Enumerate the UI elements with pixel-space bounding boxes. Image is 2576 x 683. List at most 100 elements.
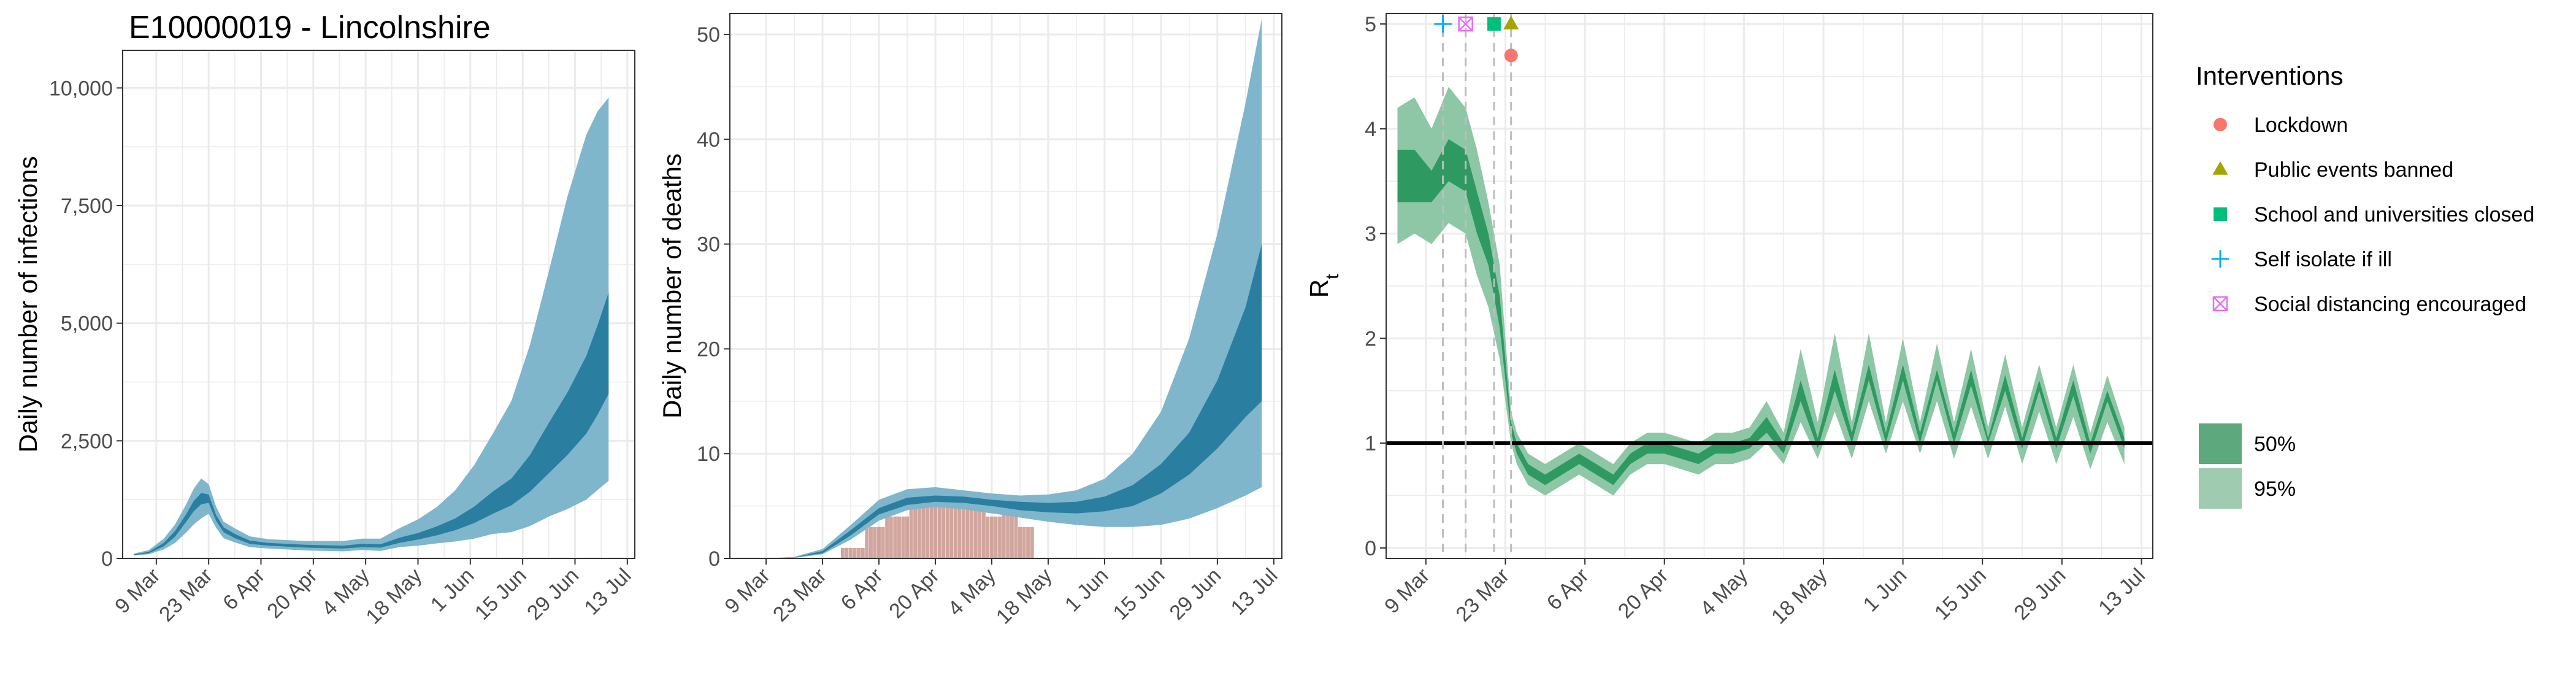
observed-deaths-bar xyxy=(965,506,970,558)
legend-label: School and universities closed xyxy=(2254,203,2534,226)
y-tick-label: 10,000 xyxy=(49,77,113,100)
legend-swatch xyxy=(2199,468,2242,509)
observed-deaths-bar xyxy=(973,495,978,558)
y-tick-label: 30 xyxy=(697,233,720,257)
legend: Interventions Lockdown Public events banne… xyxy=(2196,61,2534,509)
observed-deaths-bar xyxy=(989,516,994,558)
x-tick-label: 20 Apr xyxy=(263,564,321,623)
legend-label: 95% xyxy=(2254,477,2296,501)
legend-marker xyxy=(2212,296,2228,312)
observed-deaths-bar xyxy=(998,516,1002,558)
legend-label: Lockdown xyxy=(2254,114,2348,137)
panel-border xyxy=(1386,13,2153,559)
chart-title: E10000019 - Lincolnshire xyxy=(129,10,491,45)
observed-deaths-bar xyxy=(1010,506,1014,558)
observed-deaths-bar xyxy=(970,495,974,558)
observed-deaths-bar xyxy=(845,547,849,558)
x-tick-label: 9 Mar xyxy=(1380,564,1434,618)
x-tick-label: 9 Mar xyxy=(720,564,774,618)
legend-label: Social distancing encouraged xyxy=(2254,293,2526,316)
x-tick-label: 1 Jun xyxy=(1060,564,1113,617)
observed-deaths-bar xyxy=(881,527,885,558)
legend-marker xyxy=(2212,161,2228,175)
ci95-band xyxy=(766,18,1262,558)
intervention-marker xyxy=(1458,16,1473,32)
legend-swatch xyxy=(2199,423,2242,464)
observed-deaths-bar xyxy=(957,506,962,558)
y-tick-label: 2,500 xyxy=(61,430,113,453)
x-tick-label: 18 May xyxy=(992,564,1057,629)
legend-title: Interventions xyxy=(2196,61,2343,90)
observed-deaths-bar xyxy=(853,547,857,558)
x-tick-label: 20 Apr xyxy=(1614,564,1673,623)
observed-deaths-bar xyxy=(893,516,897,558)
observed-deaths-bar xyxy=(986,516,990,558)
observed-deaths-bar xyxy=(925,506,929,558)
observed-deaths-bar xyxy=(929,506,933,558)
observed-deaths-bar xyxy=(840,547,845,558)
y-tick-label: 20 xyxy=(697,338,720,361)
observed-deaths-bar xyxy=(865,527,869,558)
x-tick-label: 13 Jul xyxy=(1226,564,1282,620)
legend-marker xyxy=(2214,207,2227,221)
panel-border xyxy=(122,50,635,559)
observed-deaths-bar xyxy=(885,516,889,558)
y-axis-title: Rt xyxy=(1305,274,1343,298)
y-tick-label: 50 xyxy=(697,23,720,47)
observed-deaths-bar xyxy=(1026,527,1030,558)
x-tick-label: 18 May xyxy=(361,564,426,629)
x-tick-label: 29 Jun xyxy=(2009,564,2070,625)
legend-label: 50% xyxy=(2254,433,2296,456)
x-tick-label: 15 Jun xyxy=(1930,564,1991,625)
observed-deaths-bar xyxy=(953,506,957,558)
y-tick-label: 40 xyxy=(697,128,720,152)
x-tick-label: 29 Jun xyxy=(1165,564,1225,625)
observed-deaths-bar xyxy=(1002,506,1006,558)
observed-deaths-bar xyxy=(901,516,905,558)
observed-deaths-bar xyxy=(868,527,873,558)
legend-label: Public events banned xyxy=(2254,158,2453,182)
x-tick-label: 13 Jul xyxy=(580,564,635,620)
observed-deaths-bar xyxy=(941,506,946,558)
intervention-marker xyxy=(1434,15,1452,33)
observed-deaths-bar xyxy=(962,506,966,558)
observed-deaths-bar xyxy=(1014,506,1018,558)
x-tick-label: 6 Apr xyxy=(837,564,887,615)
y-tick-label: 0 xyxy=(1365,537,1376,560)
y-tick-label: 5,000 xyxy=(61,312,113,336)
x-tick-label: 29 Jun xyxy=(523,564,583,625)
intervention-marker xyxy=(1504,48,1518,63)
observed-deaths-bar xyxy=(945,506,949,558)
y-tick-label: 10 xyxy=(697,442,720,466)
y-tick-label: 0 xyxy=(101,547,113,571)
observed-deaths-bar xyxy=(909,506,913,558)
ci95-band xyxy=(134,97,609,556)
x-tick-label: 13 Jul xyxy=(2094,564,2150,620)
legend-marker xyxy=(2214,118,2227,131)
x-tick-label: 1 Jun xyxy=(1859,564,1912,617)
y-tick-label: 0 xyxy=(708,547,720,571)
x-tick-label: 15 Jun xyxy=(1109,564,1170,625)
y-tick-label: 2 xyxy=(1365,327,1376,350)
observed-deaths-bar xyxy=(933,506,938,558)
observed-deaths-bar xyxy=(1018,527,1022,558)
x-tick-label: 23 Mar xyxy=(1451,564,1514,627)
x-tick-label: 23 Mar xyxy=(155,564,217,627)
observed-deaths-bar xyxy=(1006,506,1010,558)
observed-deaths-bar xyxy=(994,516,998,558)
y-axis-title: Daily number of deaths xyxy=(657,153,686,419)
observed-deaths-bar xyxy=(949,506,954,558)
ci50-band xyxy=(1397,139,2125,485)
observed-deaths-bar xyxy=(897,516,901,558)
rt-panel: 0 1 2 3 4 5 9 Mar 23 Mar 6 Apr 20 Apr 4 May 18 May 1… xyxy=(1305,13,2153,628)
y-tick-label: 7,500 xyxy=(61,195,113,218)
x-tick-label: 6 Apr xyxy=(1543,564,1593,615)
observed-deaths-bar xyxy=(921,506,926,558)
x-tick-label: 18 May xyxy=(1767,564,1832,629)
observed-deaths-bar xyxy=(849,547,853,558)
observed-deaths-bar xyxy=(981,495,986,558)
observed-deaths-bar xyxy=(889,516,893,558)
panel-border xyxy=(729,13,1282,559)
y-tick-label: 3 xyxy=(1365,223,1376,246)
